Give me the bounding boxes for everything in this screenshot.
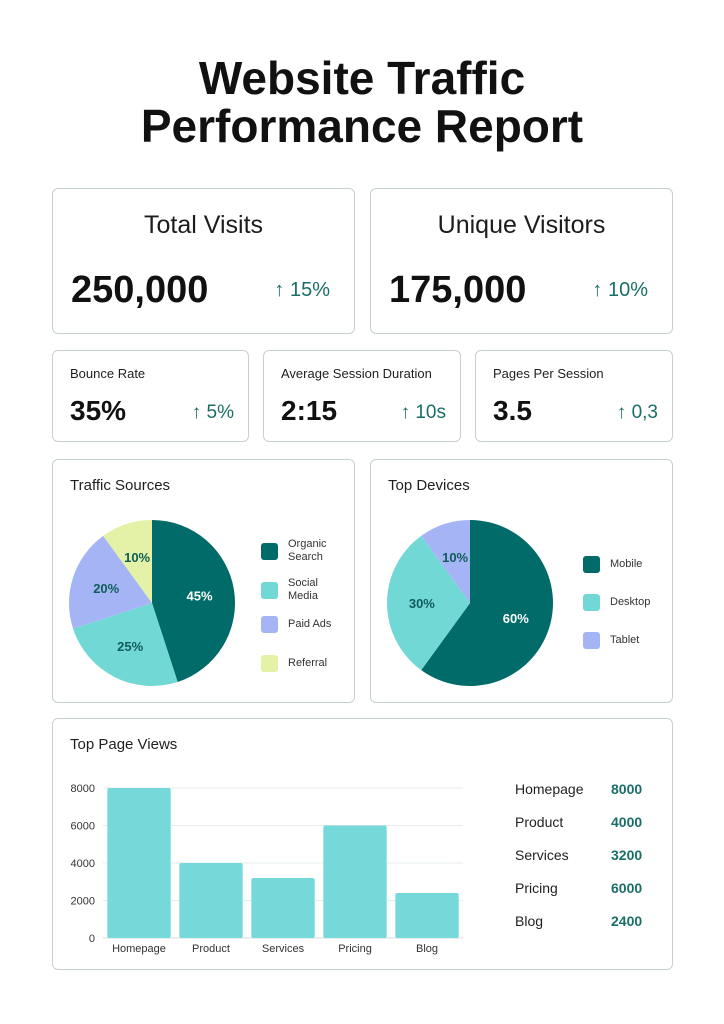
top-devices-title: Top Devices (388, 477, 470, 494)
legend-item-social-media: Social Media (261, 577, 338, 603)
legend-item-organic-search: Organic Search (261, 538, 338, 564)
legend-label: Paid Ads (288, 618, 332, 630)
table-row-views: 3200 (611, 847, 643, 863)
total-visits-delta: ↑ 15% (274, 279, 330, 301)
unique-visitors-delta: ↑ 10% (592, 279, 648, 301)
avg-session-duration-delta: ↑ 10s (400, 402, 446, 423)
pages-per-session-card: Pages Per Session 3.5 ↑ 0,3 (475, 350, 673, 442)
legend-label: Mobile (610, 558, 643, 570)
legend-swatch (261, 616, 278, 633)
bounce-rate-card: Bounce Rate 35% ↑ 5% (52, 350, 249, 442)
unique-visitors-card: Unique Visitors 175,000 ↑ 10% (370, 188, 673, 334)
top-devices-card: Top Devices 60% 30% 10% Mobile Desktop Table… (370, 459, 673, 703)
bar-services (251, 878, 315, 938)
report-title: Website Traffic Performance Report (0, 54, 724, 150)
legend-swatch (583, 594, 600, 611)
pie-label-organic-search: 45% (187, 588, 213, 603)
table-row: Homepage 8000 (515, 781, 655, 801)
report-title-line-2: Performance Report (140, 100, 584, 152)
pie-label-tablet: 10% (442, 550, 468, 565)
pie-slice-social-media (73, 603, 178, 686)
traffic-sources-card: Traffic Sources 45% 25% 20% 10% Organic Sea… (52, 459, 355, 703)
table-row-page: Homepage (515, 781, 584, 797)
bar-product (179, 863, 243, 938)
table-row: Services 3200 (515, 847, 655, 867)
total-visits-value: 250,000 (71, 269, 209, 311)
y-tick-label: 2000 (71, 896, 95, 908)
legend-swatch (583, 556, 600, 573)
legend-swatch (583, 632, 600, 649)
pie-slice-referral (103, 520, 152, 603)
pages-per-session-value: 3.5 (493, 395, 532, 426)
table-row-views: 6000 (611, 880, 643, 896)
pie-slice-paid-ads (69, 535, 152, 629)
legend-item-referral: Referral (261, 655, 338, 672)
traffic-sources-pie-chart: 45% 25% 20% 10% (69, 520, 235, 686)
y-tick-label: 8000 (71, 783, 95, 795)
legend-swatch (261, 655, 278, 672)
bar-homepage (107, 788, 171, 938)
total-visits-label: Total Visits (143, 211, 264, 239)
bounce-rate-value: 35% (70, 395, 127, 426)
table-row-views: 4000 (611, 814, 643, 830)
x-tick-label: Blog (416, 943, 438, 955)
bounce-rate-delta: ↑ 5% (191, 402, 234, 423)
pie-slice-tablet (421, 520, 470, 603)
table-row: Product 4000 (515, 814, 655, 834)
report-title-line-1: Website Traffic (198, 52, 526, 104)
legend-item-paid-ads: Paid Ads (261, 616, 338, 633)
legend-item-mobile: Mobile (583, 556, 660, 573)
table-row-page: Product (515, 814, 564, 830)
table-row-views: 8000 (611, 781, 643, 797)
table-row-page: Blog (515, 913, 544, 929)
pages-per-session-label: Pages Per Session (493, 366, 604, 381)
pie-label-paid-ads: 20% (93, 581, 119, 596)
total-visits-card: Total Visits 250,000 ↑ 15% (52, 188, 355, 334)
pie-label-referral: 10% (124, 550, 150, 565)
legend-label: Social Media (288, 577, 318, 602)
x-tick-label: Pricing (338, 943, 372, 955)
pie-slice-desktop (387, 535, 470, 671)
traffic-sources-title: Traffic Sources (70, 477, 171, 494)
top-page-views-title: Top Page Views (70, 736, 178, 753)
table-row-views: 2400 (611, 913, 643, 929)
legend-label: Referral (288, 657, 328, 669)
bounce-rate-label: Bounce Rate (70, 366, 146, 381)
y-tick-label: 0 (89, 933, 95, 945)
unique-visitors-value: 175,000 (389, 269, 527, 311)
legend-item-desktop: Desktop (583, 594, 660, 611)
legend-swatch (261, 581, 278, 599)
x-tick-label: Services (262, 943, 305, 955)
table-row-page: Services (515, 847, 569, 863)
legend-item-tablet: Tablet (583, 632, 660, 649)
pie-label-desktop: 30% (409, 596, 435, 611)
legend-label: Desktop (610, 596, 651, 608)
avg-session-duration-value: 2:15 (281, 395, 338, 426)
pie-label-mobile: 60% (503, 611, 529, 626)
bar-blog (395, 893, 459, 938)
x-tick-label: Product (192, 943, 230, 955)
legend-label: Tablet (610, 634, 640, 646)
legend-label: Organic Search (288, 538, 327, 563)
unique-visitors-label: Unique Visitors (437, 211, 606, 239)
legend-swatch (261, 542, 278, 560)
pages-per-session-delta: ↑ 0,3 (616, 402, 658, 423)
table-row: Pricing 6000 (515, 880, 655, 900)
top-devices-pie-chart: 60% 30% 10% (387, 520, 553, 686)
pie-slice-mobile (421, 520, 553, 686)
bar-pricing (323, 825, 387, 938)
table-row-page: Pricing (515, 880, 558, 896)
top-page-views-bar-chart: 0 2000 4000 6000 8000 Homepage Product Services… (71, 783, 463, 955)
pie-slice-organic-search (152, 520, 235, 682)
x-tick-label: Homepage (112, 943, 166, 955)
pie-label-social-media: 25% (117, 639, 143, 654)
avg-session-duration-label: Average Session Duration (281, 366, 432, 381)
top-page-views-card: Top Page Views 0 2000 4000 6000 8000 Homepage… (52, 718, 673, 970)
table-row: Blog 2400 (515, 913, 655, 933)
y-tick-label: 4000 (71, 858, 95, 870)
avg-session-duration-card: Average Session Duration 2:15 ↑ 10s (263, 350, 461, 442)
y-tick-label: 6000 (71, 821, 95, 833)
